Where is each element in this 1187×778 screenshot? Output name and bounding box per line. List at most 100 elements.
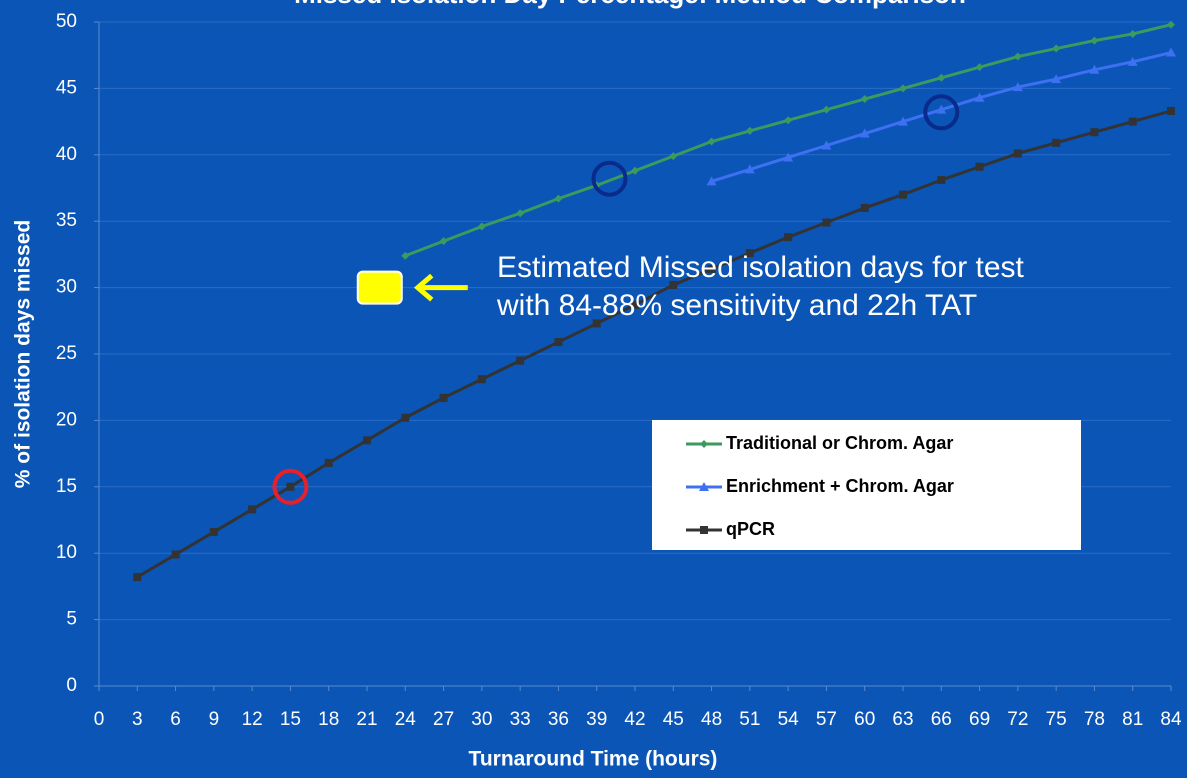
point bbox=[700, 440, 708, 448]
x-tick-label: 36 bbox=[548, 709, 569, 730]
point bbox=[1167, 20, 1175, 29]
point bbox=[699, 482, 709, 491]
point bbox=[1013, 52, 1022, 61]
y-tick-label: 10 bbox=[56, 542, 77, 563]
x-tick-label: 69 bbox=[969, 709, 990, 730]
y-tick-label: 40 bbox=[56, 144, 77, 165]
point bbox=[936, 104, 947, 114]
x-tick-label: 42 bbox=[624, 709, 645, 730]
x-tick-label: 27 bbox=[433, 709, 454, 730]
point bbox=[1167, 106, 1175, 115]
point bbox=[974, 92, 985, 102]
x-tick-label: 39 bbox=[586, 709, 607, 730]
x-tick-label: 66 bbox=[931, 709, 952, 730]
y-axis-title: % of isolation days missed bbox=[12, 220, 35, 488]
legend-box bbox=[652, 420, 1081, 550]
point bbox=[477, 375, 486, 384]
point bbox=[669, 152, 678, 161]
point bbox=[1128, 117, 1137, 126]
point bbox=[1051, 74, 1062, 84]
arrow bbox=[413, 273, 468, 302]
x-tick-label: 72 bbox=[1007, 709, 1028, 730]
point bbox=[707, 265, 716, 274]
point bbox=[516, 209, 525, 218]
y-tick-label: 15 bbox=[56, 476, 77, 497]
point bbox=[1089, 64, 1100, 74]
point bbox=[554, 338, 563, 347]
point bbox=[1090, 128, 1099, 137]
x-tick-label: 51 bbox=[739, 709, 760, 730]
x-tick-label: 60 bbox=[854, 709, 875, 730]
point bbox=[783, 152, 794, 162]
x-tick-label: 48 bbox=[701, 709, 722, 730]
x-tick-label: 57 bbox=[816, 709, 837, 730]
y-tick-label: 0 bbox=[66, 675, 77, 696]
point bbox=[477, 222, 486, 231]
point bbox=[899, 190, 907, 199]
legend-label: Enrichment + Chrom. Agar bbox=[726, 476, 954, 496]
y-tick-label: 5 bbox=[66, 609, 77, 630]
point bbox=[631, 166, 639, 175]
x-tick-label: 54 bbox=[778, 709, 800, 730]
point bbox=[899, 84, 907, 93]
point bbox=[248, 505, 257, 514]
point bbox=[898, 116, 908, 126]
series-line bbox=[136, 109, 1172, 579]
x-tick-label: 81 bbox=[1122, 709, 1143, 730]
chart-title: Missed Isolation Day Percentage: Method … bbox=[294, 0, 966, 9]
point bbox=[822, 105, 831, 114]
point bbox=[363, 436, 371, 445]
point bbox=[745, 126, 754, 135]
point bbox=[700, 526, 708, 534]
point bbox=[784, 116, 793, 125]
point bbox=[859, 128, 870, 138]
point bbox=[1012, 82, 1023, 92]
point bbox=[745, 249, 754, 258]
highlight-circle bbox=[591, 160, 628, 197]
point bbox=[401, 251, 410, 260]
x-tick-label: 12 bbox=[242, 709, 263, 730]
x-tick-label: 9 bbox=[209, 709, 220, 730]
point bbox=[937, 176, 946, 185]
y-tick-label: 50 bbox=[56, 11, 77, 32]
x-tick-label: 21 bbox=[356, 709, 377, 730]
y-tick-label: 20 bbox=[56, 409, 77, 430]
point bbox=[324, 458, 333, 467]
series-line bbox=[711, 51, 1172, 183]
point bbox=[631, 300, 639, 309]
estimate-point bbox=[356, 270, 403, 305]
point bbox=[286, 482, 295, 491]
x-tick-label: 75 bbox=[1046, 709, 1067, 730]
point bbox=[975, 63, 984, 72]
x-tick-label: 0 bbox=[94, 709, 105, 730]
point bbox=[401, 413, 410, 422]
y-tick-label: 30 bbox=[56, 277, 77, 298]
point bbox=[1090, 36, 1099, 45]
point bbox=[860, 203, 869, 212]
point bbox=[1052, 138, 1061, 147]
point bbox=[554, 194, 563, 203]
point bbox=[937, 73, 946, 82]
x-tick-label: 3 bbox=[132, 709, 143, 730]
point bbox=[1013, 149, 1022, 158]
x-tick-label: 33 bbox=[510, 709, 531, 730]
legend: Traditional or Chrom. Agar Enrichment + C… bbox=[652, 420, 1081, 550]
x-tick-label: 30 bbox=[471, 709, 492, 730]
highlight-circle bbox=[272, 468, 309, 505]
point bbox=[669, 280, 678, 289]
point bbox=[133, 573, 142, 582]
legend-label: qPCR bbox=[726, 519, 775, 539]
point bbox=[171, 550, 180, 559]
x-tick-label: 15 bbox=[280, 709, 301, 730]
point bbox=[975, 162, 984, 171]
point bbox=[516, 356, 525, 365]
highlight-circle bbox=[923, 94, 960, 131]
x-tick-label: 63 bbox=[892, 709, 913, 730]
point bbox=[209, 527, 218, 536]
point bbox=[1127, 56, 1138, 66]
point bbox=[706, 176, 717, 186]
point bbox=[439, 393, 448, 402]
point bbox=[707, 137, 716, 146]
point bbox=[1052, 44, 1061, 53]
